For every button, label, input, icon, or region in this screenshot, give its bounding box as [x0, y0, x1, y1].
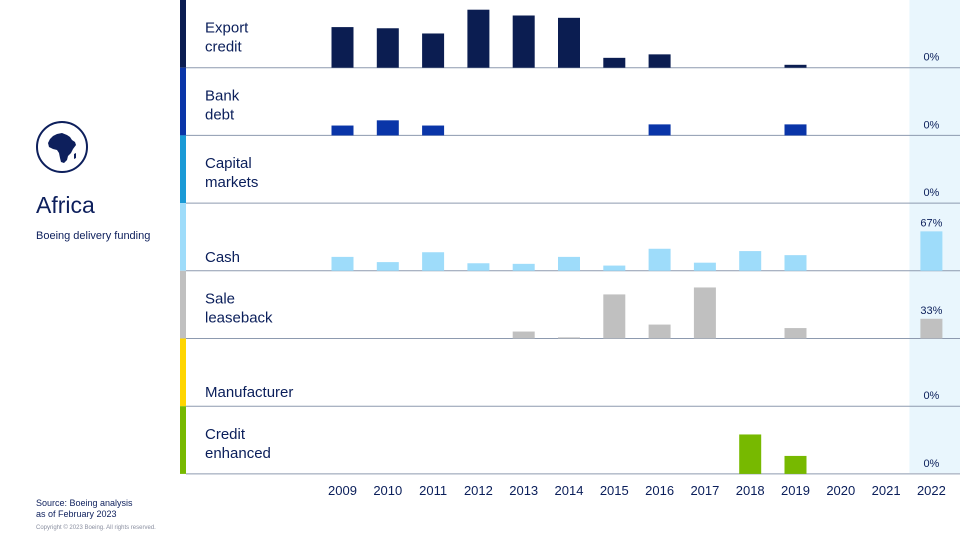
bar-cash-2012 — [467, 263, 490, 271]
bar-export-credit-2014 — [558, 17, 580, 68]
year-label-2010: 2010 — [373, 483, 402, 498]
africa-globe-icon — [36, 121, 88, 173]
pct-label-export-credit: 0% — [923, 52, 939, 64]
row-label-sale-leaseback: leaseback — [205, 310, 273, 327]
bar-export-credit-2013 — [512, 15, 535, 68]
year-label-2018: 2018 — [736, 483, 765, 498]
row-label-bank-debt: Bank — [205, 87, 240, 104]
bar-export-credit-2011 — [422, 33, 445, 68]
source-note: Source: Boeing analysis as of February 2… — [36, 498, 176, 520]
year-label-2022: 2022 — [917, 483, 946, 498]
row-label-sale-leaseback: Sale — [205, 291, 235, 308]
row-label-credit-enhanced: Credit — [205, 426, 246, 443]
bar-sale-leaseback-2016 — [648, 324, 671, 339]
bar-bank-debt-2010 — [376, 120, 399, 136]
year-label-2015: 2015 — [600, 483, 629, 498]
bar-credit-enhanced-2018 — [739, 434, 762, 474]
row-label-capital-markets: Capital — [205, 155, 252, 172]
bar-cash-2013 — [512, 263, 535, 271]
bar-credit-enhanced-2019 — [784, 455, 807, 474]
bar-export-credit-2019 — [784, 64, 807, 68]
sidebar: Africa Boeing delivery funding Source: B… — [0, 0, 180, 540]
bar-cash-2015 — [603, 265, 626, 271]
row-label-capital-markets: markets — [205, 174, 258, 191]
bar-bank-debt-2019 — [784, 124, 807, 136]
copyright-notice: Copyright © 2023 Boeing. All rights rese… — [36, 525, 156, 531]
source-line: Source: Boeing analysis — [36, 498, 133, 508]
bar-sale-leaseback-2019 — [784, 328, 807, 339]
row-label-credit-enhanced: enhanced — [205, 445, 271, 462]
source-date-line: as of February 2023 — [36, 509, 117, 519]
pct-label-bank-debt: 0% — [923, 119, 939, 131]
bar-export-credit-2012 — [467, 9, 490, 68]
bar-cash-2016 — [648, 248, 671, 271]
row-label-export-credit: Export — [205, 20, 249, 37]
bar-export-credit-2010 — [376, 28, 399, 68]
row-accent-sale-leaseback — [180, 270, 186, 339]
region-subtitle: Boeing delivery funding — [36, 230, 151, 242]
year-label-2009: 2009 — [328, 483, 357, 498]
bar-bank-debt-2016 — [648, 124, 671, 136]
bar-export-credit-2016 — [648, 54, 671, 68]
bar-bank-debt-2009 — [331, 125, 354, 136]
region-title: Africa — [36, 192, 95, 218]
bar-sale-leaseback-2014 — [558, 337, 580, 339]
row-label-cash: Cash — [205, 249, 240, 266]
pct-label-cash: 67% — [920, 217, 942, 229]
year-label-2021: 2021 — [872, 483, 901, 498]
row-label-bank-debt: debt — [205, 106, 235, 123]
year-label-2020: 2020 — [826, 483, 855, 498]
year-label-2019: 2019 — [781, 483, 810, 498]
row-accent-export-credit — [180, 0, 186, 68]
year-label-2016: 2016 — [645, 483, 674, 498]
bar-bank-debt-2011 — [422, 125, 445, 136]
bar-sale-leaseback-2015 — [603, 294, 626, 339]
row-accent-manufacturer — [180, 338, 186, 407]
year-label-2014: 2014 — [555, 483, 584, 498]
bar-sale-leaseback-2017 — [693, 287, 716, 339]
bar-cash-2009 — [331, 256, 354, 271]
bar-sale-leaseback-2022 — [920, 318, 943, 339]
row-label-export-credit: credit — [205, 39, 243, 56]
row-accent-capital-markets — [180, 135, 186, 204]
bar-cash-2018 — [739, 251, 762, 271]
bar-cash-2022 — [920, 231, 943, 271]
pct-label-manufacturer: 0% — [923, 390, 939, 402]
year-label-2011: 2011 — [419, 483, 447, 498]
bar-cash-2011 — [422, 252, 445, 271]
pct-label-credit-enhanced: 0% — [923, 458, 939, 470]
row-label-manufacturer: Manufacturer — [205, 384, 293, 401]
bar-cash-2010 — [376, 262, 399, 271]
row-accent-bank-debt — [180, 67, 186, 136]
row-accent-cash — [180, 203, 186, 271]
year-label-2012: 2012 — [464, 483, 493, 498]
bar-cash-2014 — [558, 256, 580, 271]
bar-cash-2019 — [784, 255, 807, 271]
bar-export-credit-2009 — [331, 27, 354, 68]
year-label-2013: 2013 — [509, 483, 538, 498]
bar-sale-leaseback-2013 — [512, 331, 535, 339]
pct-label-capital-markets: 0% — [923, 187, 939, 199]
row-accent-credit-enhanced — [180, 406, 186, 474]
bar-cash-2017 — [693, 262, 716, 271]
pct-label-sale-leaseback: 33% — [920, 305, 942, 317]
bar-export-credit-2015 — [603, 57, 626, 68]
year-label-2017: 2017 — [690, 483, 719, 498]
